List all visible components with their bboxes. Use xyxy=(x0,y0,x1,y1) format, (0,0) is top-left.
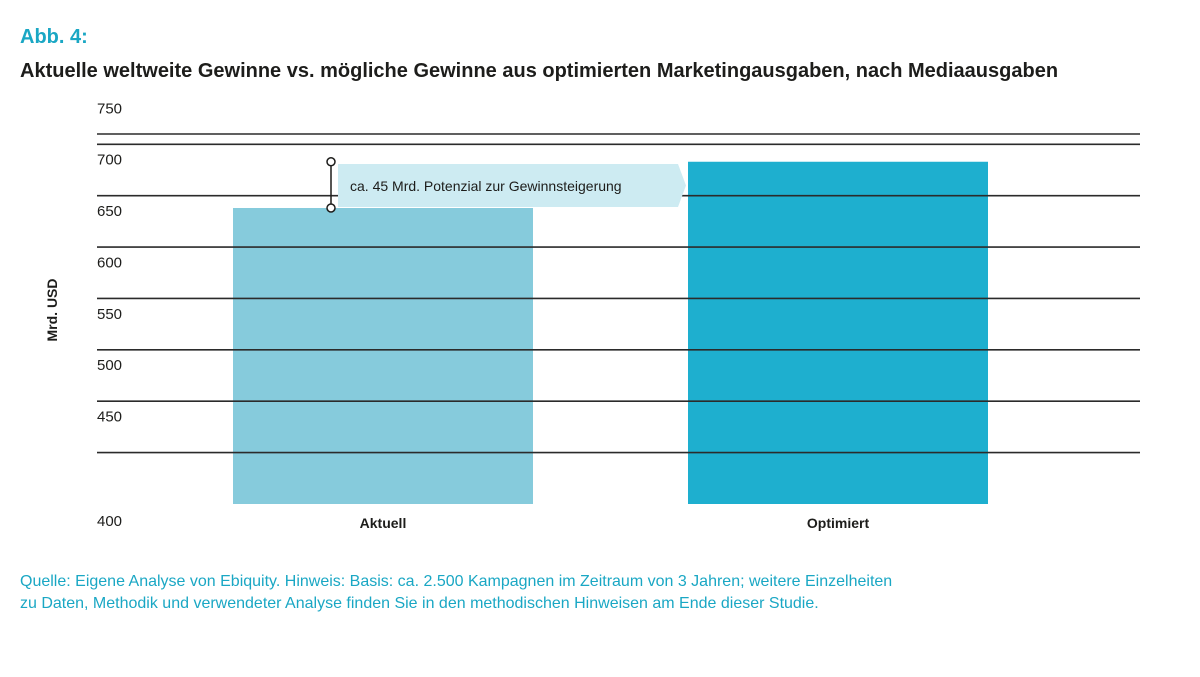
figure-label: Abb. 4: xyxy=(20,26,88,48)
y-axis-label: Mrd. USD xyxy=(44,279,60,342)
source-note: Quelle: Eigene Analyse von Ebiquity. Hin… xyxy=(20,571,1170,615)
y-tick-label: 750 xyxy=(97,100,122,117)
y-tick-label: 450 xyxy=(97,409,122,426)
y-tick-label: 650 xyxy=(97,203,122,220)
x-tick-label: Optimiert xyxy=(807,515,870,531)
y-tick-label: 500 xyxy=(97,357,122,374)
chart-title: Aktuelle weltweite Gewinne vs. mögliche … xyxy=(20,60,1059,82)
annotation-marker-bottom xyxy=(326,203,336,213)
bar-aktuell xyxy=(233,208,533,504)
source-note-line-2: zu Daten, Methodik und verwendeter Analy… xyxy=(20,595,819,612)
annotation-marker-top xyxy=(326,157,336,167)
y-tick-label: 550 xyxy=(97,306,122,323)
source-note-line-1: Quelle: Eigene Analyse von Ebiquity. Hin… xyxy=(20,573,893,590)
y-tick-label: 400 xyxy=(97,513,122,530)
x-tick-label: Aktuell xyxy=(360,515,407,531)
annotation-callout xyxy=(338,164,686,207)
annotation-text: ca. 45 Mrd. Potenzial zur Gewinnsteigeru… xyxy=(350,178,622,194)
bar-optimiert xyxy=(688,161,988,504)
bar-chart: Aktuell Optimiert 400 450 500 550 600 650 700 750… xyxy=(44,100,1140,531)
y-tick-label: 700 xyxy=(97,152,122,169)
y-tick-label: 600 xyxy=(97,254,122,271)
